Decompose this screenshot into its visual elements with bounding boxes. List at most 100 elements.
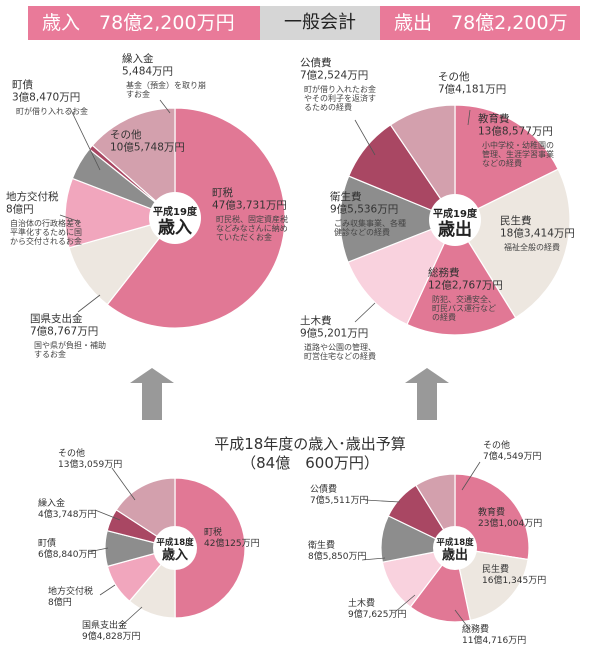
exp19-note-1-0: 福祉全般の経費 [504, 242, 560, 252]
rev19-note-1-1: するお金 [34, 349, 66, 359]
exp19-amount-2: 12億2,767万円 [428, 279, 503, 292]
rev19-label-0: 町税 [212, 186, 233, 199]
exp19-label-5: 公債費 [300, 56, 332, 69]
rev19-leader-2 [59, 214, 81, 223]
expense-total-label: 歳出 78億2,200万円 [380, 6, 580, 68]
rev18-amount-1: 9億4,828万円 [82, 630, 141, 642]
exp18-center-type: 歳出 [442, 547, 468, 563]
exp18-label-5: 公債費 [310, 483, 337, 495]
rev19-note-1-0: 国や県が負担・補助 [34, 340, 106, 350]
exp19-leader-3 [354, 302, 376, 323]
rev19-note-0-2: ていただくお金 [216, 232, 272, 242]
rev18-amount-0: 42億125万円 [204, 537, 260, 549]
exp19-label-0: 教育費 [478, 112, 510, 125]
rev19-label-1: 国県支出金 [30, 312, 83, 325]
exp19-center-year: 平成19度 [433, 207, 478, 220]
exp19-label-3: 土木費 [300, 314, 332, 327]
exp19-slice-6 [389, 104, 456, 222]
rev19-note-3-0: 町が借り入れるお金 [16, 106, 88, 116]
revenue-total-label: 歳入 78億2,200万円 [28, 6, 260, 40]
exp19-slice-1 [454, 168, 571, 319]
rev19-slice-5 [91, 107, 176, 220]
exp18-leader-2 [454, 609, 471, 631]
exp19-label-1: 民生費 [500, 214, 532, 227]
rev18-leader-2 [99, 584, 116, 596]
rev18-label-0: 町税 [204, 526, 222, 538]
rev19-amount-1: 7億8,767万円 [30, 325, 98, 338]
exp18-amount-3: 9億7,625万円 [348, 608, 407, 620]
exp19-amount-5: 7億2,524万円 [300, 69, 368, 82]
rev19-center-type: 歳入 [158, 217, 192, 238]
exp18-leader-6 [461, 461, 481, 491]
exp18-amount-0: 23億1,004万円 [478, 517, 542, 529]
rev19-leader-4 [159, 99, 171, 114]
exp18-leader-5 [364, 499, 401, 503]
exp18-leader-4 [361, 557, 386, 561]
exp19-leader-6 [467, 109, 471, 126]
rev19-note-4-1: すお金 [126, 89, 150, 99]
exp18-label-4: 衛生費 [308, 539, 335, 551]
rev18-center-year: 平成18度 [156, 537, 194, 548]
rev18-leader-5 [111, 467, 136, 501]
fy18-budget-title: 平成18年度の歳入･歳出予算 （84億 600万円） [190, 435, 430, 473]
rev19-label-3: 町債 [12, 78, 33, 91]
exp19-note-0-1: 管理、生涯学習事業 [482, 149, 554, 159]
exp19-amount-1: 18億3,414万円 [500, 227, 575, 240]
exp19-slice-3 [347, 218, 457, 326]
exp18-center-year: 平成18度 [436, 537, 474, 548]
exp18-amount-2: 11億4,716万円 [462, 634, 526, 646]
exp19-note-4-0: ごみ収集事業、各種 [334, 218, 406, 228]
rev18-label-5: その他 [58, 447, 85, 459]
exp18-amount-6: 7億4,549万円 [483, 450, 542, 462]
exp19-amount-3: 9億5,201万円 [300, 327, 368, 340]
rev18-center [153, 526, 197, 570]
exp19-leader-5 [354, 119, 376, 156]
rev19-label-2: 地方交付税 [6, 190, 59, 203]
exp19-center-type: 歳出 [438, 219, 472, 240]
exp18-leader-3 [394, 594, 416, 613]
rev19-leader-1 [77, 294, 101, 313]
exp18-amount-5: 7億5,511万円 [310, 494, 369, 506]
general-account-label: 一般会計 [260, 6, 380, 40]
exp18-center [433, 526, 477, 570]
rev19-slice-2 [64, 177, 177, 249]
rev19-note-2-0: 自治体の行政格差を [10, 218, 82, 228]
exp19-amount-0: 13億8,577万円 [478, 125, 553, 138]
rev19-note-0-1: などみなさんに納め [216, 223, 288, 233]
rev19-note-2-1: 平準化するために国 [10, 227, 82, 237]
rev19-amount-5: 10億5,748万円 [110, 141, 185, 154]
rev18-amount-2: 8億円 [48, 596, 72, 608]
rev18-label-4: 繰入金 [38, 497, 65, 509]
exp18-label-1: 民生費 [482, 563, 509, 575]
exp18-amount-1: 16億1,345万円 [482, 574, 546, 586]
exp18-label-0: 教育費 [478, 506, 505, 518]
exp19-note-0-0: 小中学校・幼稚園の [482, 140, 554, 150]
exp19-amount-6: 7億4,181万円 [438, 83, 506, 96]
exp19-label-6: その他 [438, 70, 470, 83]
fy18-title-line2: （84億 600万円） [241, 454, 379, 472]
exp19-label-4: 衛生費 [330, 190, 362, 203]
exp19-note-2-1: 町民バス運行など [432, 303, 496, 313]
exp19-center [429, 194, 481, 246]
exp19-note-3-1: 町営住宅などの経費 [304, 351, 376, 361]
rev18-amount-5: 13億3,059万円 [58, 458, 122, 470]
rev19-amount-2: 8億円 [6, 203, 34, 216]
fy18-title-line1: 平成18年度の歳入･歳出予算 [214, 435, 406, 453]
budget-header: 歳入 78億2,200万円 一般会計 歳出 78億2,200万円 [28, 6, 580, 68]
rev18-leader-3 [87, 547, 109, 553]
exp18-label-2: 総務費 [462, 623, 489, 635]
rev18-label-1: 国県支出金 [82, 619, 127, 631]
exp19-note-2-2: の経費 [432, 312, 456, 322]
rev18-amount-3: 6億8,840万円 [38, 548, 97, 560]
exp18-label-6: その他 [483, 439, 510, 451]
exp19-amount-4: 9億5,536万円 [330, 203, 398, 216]
exp19-slice-0 [454, 104, 559, 221]
exp19-note-3-0: 道路や公園の管理、 [304, 342, 376, 352]
rev18-label-2: 地方交付税 [48, 585, 93, 597]
exp19-note-0-2: などの経費 [482, 158, 522, 168]
rev19-leader-3 [69, 107, 101, 171]
exp18-amount-4: 8億5,850万円 [308, 550, 367, 562]
